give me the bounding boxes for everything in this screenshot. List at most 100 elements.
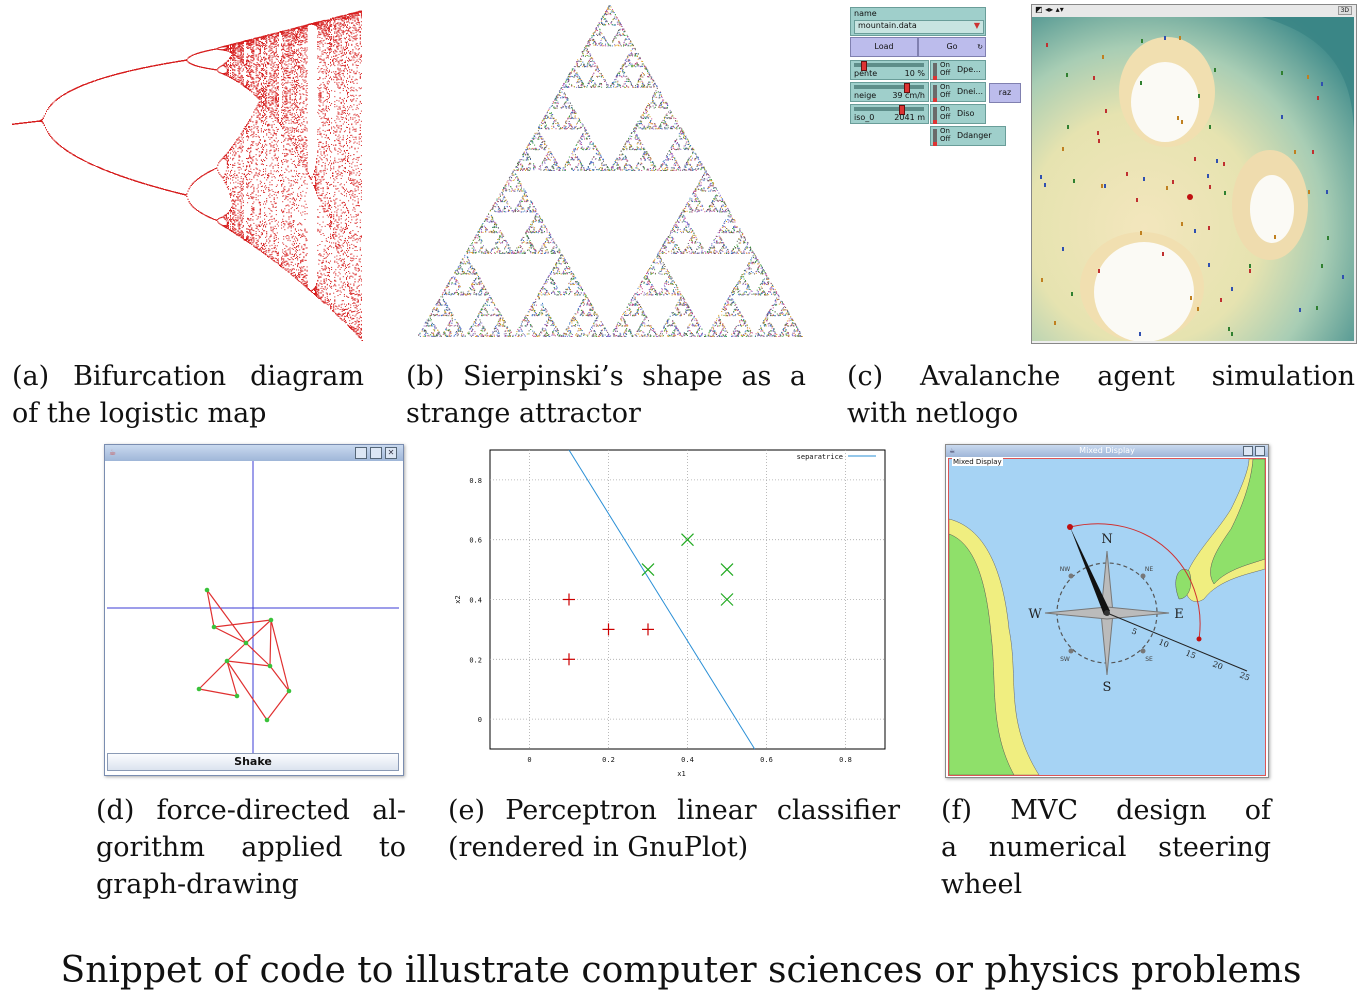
bifurcation-point	[208, 50, 209, 51]
bifurcation-point	[37, 121, 38, 122]
bifurcation-point	[47, 131, 48, 132]
bifurcation-point	[242, 135, 243, 136]
bifurcation-point	[248, 123, 249, 124]
bifurcation-point	[215, 219, 216, 220]
bifurcation-point	[97, 79, 98, 80]
bifurcation-point	[241, 43, 242, 44]
bifurcation-point	[249, 182, 250, 183]
bifurcation-point	[154, 65, 155, 66]
bifurcation-point	[245, 129, 246, 130]
bifurcation-point	[238, 48, 239, 49]
bifurcation-point	[249, 165, 250, 166]
bifurcation-point	[238, 55, 239, 56]
bifurcation-point	[191, 204, 192, 205]
bifurcation-point	[228, 47, 229, 48]
bifurcation-point	[226, 64, 227, 65]
bifurcation-point	[248, 76, 249, 77]
bifurcation-point	[248, 45, 249, 46]
bifurcation-point	[232, 228, 233, 229]
bifurcation-point	[89, 163, 90, 164]
bifurcation-point	[239, 139, 240, 140]
bifurcation-point	[238, 143, 239, 144]
bifurcation-point	[96, 80, 97, 81]
bifurcation-point	[233, 195, 234, 196]
bifurcation-point	[114, 173, 115, 174]
bifurcation-point	[190, 187, 191, 188]
bifurcation-point	[140, 182, 141, 183]
bifurcation-point	[230, 164, 231, 165]
bifurcation-point	[104, 169, 105, 170]
bifurcation-point	[234, 52, 235, 53]
bifurcation-point	[235, 233, 236, 234]
bifurcation-point	[229, 150, 230, 151]
bifurcation-point	[228, 153, 229, 154]
bifurcation-point	[243, 142, 244, 143]
bifurcation-point	[205, 67, 206, 68]
bifurcation-point	[247, 158, 248, 159]
bifurcation-point	[245, 85, 246, 86]
bifurcation-point	[230, 193, 231, 194]
bifurcation-point	[240, 42, 241, 43]
bifurcation-point	[202, 67, 203, 68]
bifurcation-point	[156, 187, 157, 188]
bifurcation-point	[249, 40, 250, 41]
bifurcation-point	[238, 213, 239, 214]
bifurcation-point	[238, 54, 239, 55]
bifurcation-point	[223, 49, 224, 50]
bifurcation-point	[246, 221, 247, 222]
bifurcation-point	[233, 52, 234, 53]
bifurcation-point	[242, 238, 243, 239]
bifurcation-point	[197, 179, 198, 180]
bifurcation-point	[234, 58, 235, 59]
bifurcation-point	[229, 194, 230, 195]
bifurcation-point	[64, 94, 65, 95]
bifurcation-point	[231, 47, 232, 48]
bifurcation-point	[248, 218, 249, 219]
bifurcation-point	[123, 176, 124, 177]
bifurcation-point	[249, 155, 250, 156]
bifurcation-point	[63, 148, 64, 149]
bifurcation-point	[238, 79, 239, 80]
bifurcation-point	[214, 219, 215, 220]
bifurcation-point	[194, 54, 195, 55]
bifurcation-point	[240, 60, 241, 61]
bifurcation-point	[234, 76, 235, 77]
bifurcation-point	[241, 46, 242, 47]
bifurcation-point	[55, 141, 56, 142]
bifurcation-point	[239, 45, 240, 46]
bifurcation-point	[245, 126, 246, 127]
bifurcation-point	[241, 186, 242, 187]
bifurcation-point	[218, 72, 219, 73]
bifurcation-point	[241, 178, 242, 179]
bifurcation-point	[83, 160, 84, 161]
bifurcation-point	[249, 230, 250, 231]
bifurcation-point	[246, 175, 247, 176]
bifurcation-point	[99, 167, 100, 168]
bifurcation-point	[238, 140, 239, 141]
bifurcation-point	[250, 82, 251, 83]
bifurcation-point	[115, 74, 116, 75]
bifurcation-point	[102, 78, 103, 79]
bifurcation-point	[98, 167, 99, 168]
bifurcation-point	[224, 226, 225, 227]
bifurcation-point	[232, 48, 233, 49]
bifurcation-point	[234, 187, 235, 188]
bifurcation-point	[241, 188, 242, 189]
bifurcation-point	[247, 235, 248, 236]
bifurcation-point	[100, 78, 101, 79]
bifurcation-point	[198, 66, 199, 67]
bifurcation-point	[245, 176, 246, 177]
bifurcation-point	[230, 172, 231, 173]
bifurcation-point	[66, 93, 67, 94]
bifurcation-point	[234, 224, 235, 225]
bifurcation-point	[227, 173, 228, 174]
bifurcation-point	[233, 203, 234, 204]
bifurcation-point	[247, 161, 248, 162]
bifurcation-point	[240, 235, 241, 236]
bifurcation-point	[242, 181, 243, 182]
bifurcation-point	[218, 172, 219, 173]
bifurcation-point	[234, 154, 235, 155]
bifurcation-point	[232, 46, 233, 47]
bifurcation-point	[149, 185, 150, 186]
bifurcation-point	[223, 177, 224, 178]
